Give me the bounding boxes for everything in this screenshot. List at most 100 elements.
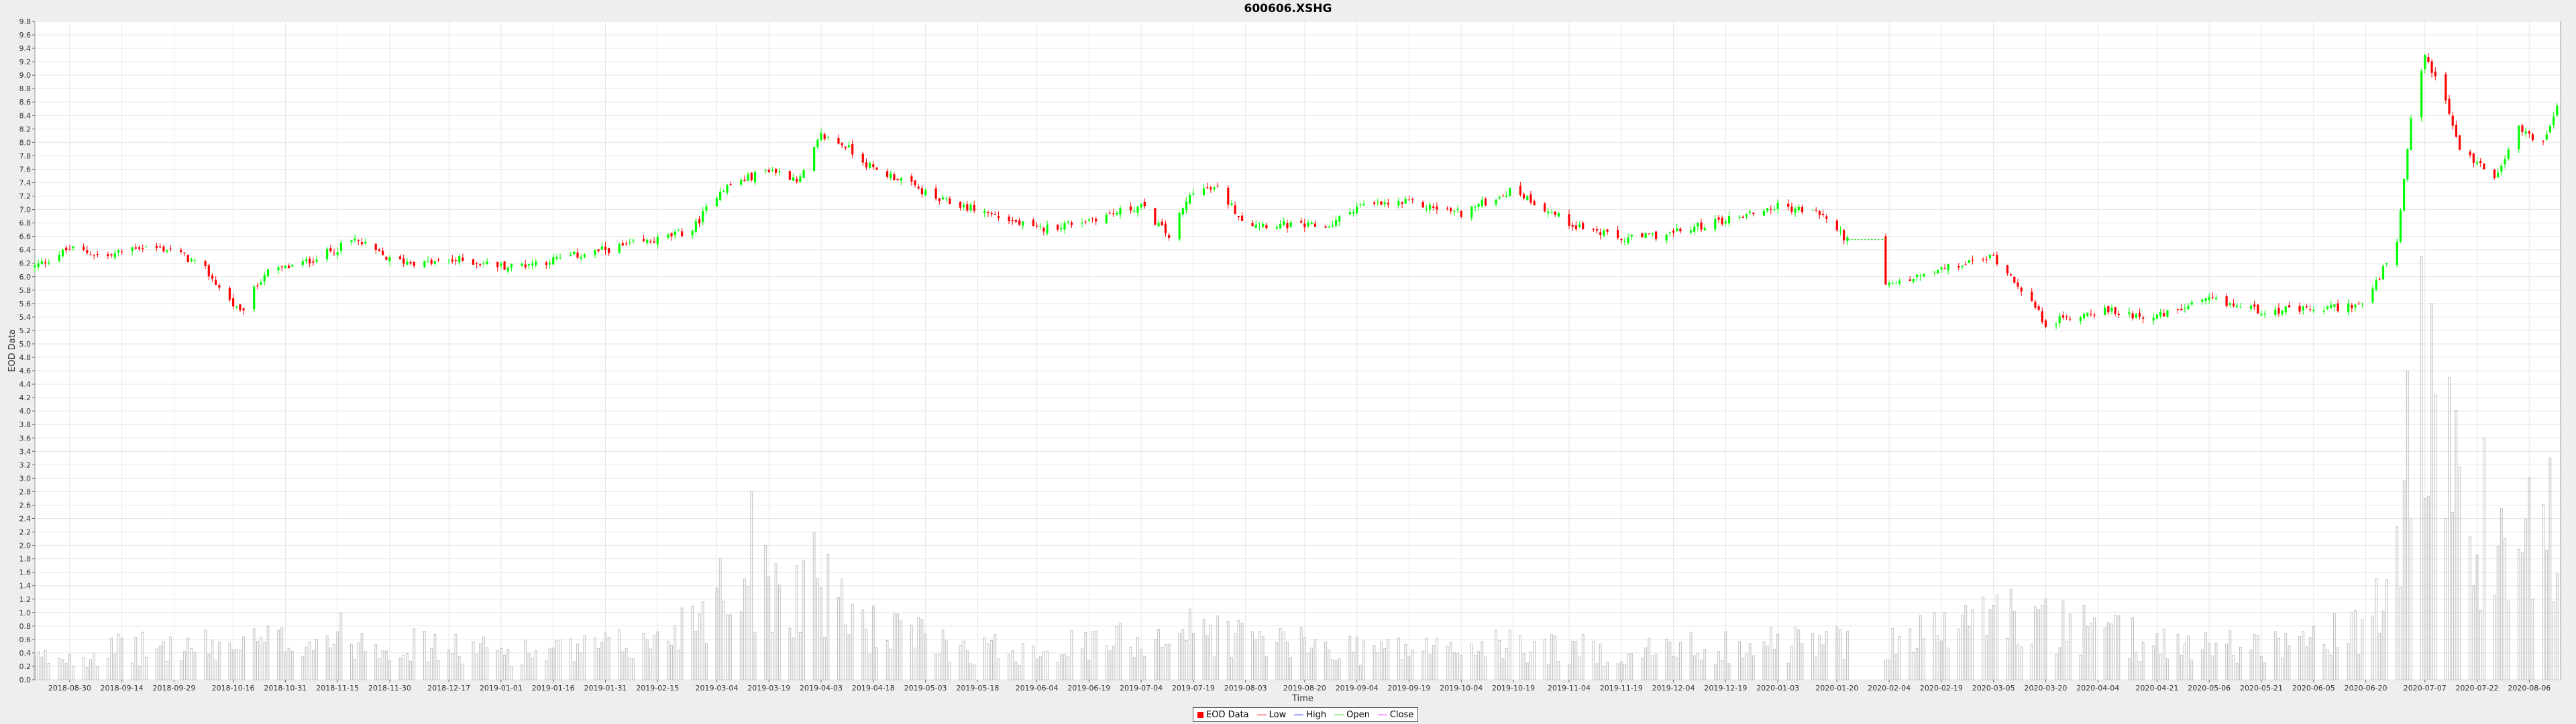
- volume-bar: [2524, 519, 2528, 680]
- candle-body: [973, 204, 975, 211]
- volume-bar: [1084, 631, 1087, 680]
- candle-body: [715, 198, 718, 207]
- volume-bar: [1021, 643, 1024, 680]
- volume-bar: [451, 653, 454, 680]
- candle-body: [510, 263, 513, 267]
- candle-body: [1937, 269, 1939, 274]
- candle-body: [506, 267, 509, 272]
- volume-bar: [409, 660, 412, 680]
- volume-bar: [1132, 657, 1136, 680]
- candle-body: [890, 173, 892, 178]
- candle-body: [117, 250, 120, 253]
- candle-body: [2284, 306, 2287, 313]
- candle-body: [1446, 208, 1449, 210]
- candle-body: [239, 304, 241, 310]
- candle-body: [2086, 312, 2089, 316]
- candle-body: [1550, 211, 1553, 213]
- candle-body: [1456, 208, 1459, 210]
- volume-bar: [354, 659, 357, 680]
- candle-body: [301, 261, 304, 265]
- candle-body: [1377, 202, 1379, 203]
- candle-body: [1313, 223, 1317, 227]
- legend-label-high: High: [1306, 709, 1327, 720]
- volume-bar: [1689, 631, 1693, 680]
- candle-body: [458, 256, 461, 263]
- candle-body: [1749, 211, 1752, 213]
- y-tick-label: 8.2: [19, 125, 32, 133]
- volume-bar: [534, 650, 537, 680]
- volume-bar: [1254, 639, 1258, 680]
- volume-bar: [1046, 650, 1049, 680]
- candle-body: [2131, 313, 2134, 318]
- candle-body: [1359, 204, 1362, 206]
- candle-body: [381, 250, 384, 255]
- x-tick-label: 2020-03-05: [1972, 684, 2015, 692]
- volume-bar: [917, 617, 920, 680]
- volume-bar: [795, 565, 798, 680]
- volume-bar: [2302, 631, 2305, 680]
- x-tick-label: 2020-08-06: [2508, 684, 2551, 692]
- volume-bar: [965, 650, 969, 680]
- candle-body: [291, 265, 294, 267]
- volume-bar: [339, 613, 343, 680]
- candle-body: [1185, 201, 1188, 210]
- candle-body: [1356, 206, 1358, 214]
- volume-bar: [1352, 652, 1355, 680]
- candle-body: [1968, 260, 1970, 263]
- candle-body: [1943, 268, 1946, 269]
- candle-body: [190, 259, 193, 261]
- candle-body: [1453, 210, 1456, 212]
- y-tick-label: 3.2: [19, 461, 32, 469]
- candle-body: [2176, 308, 2180, 310]
- candle-body: [37, 263, 40, 267]
- candle-body: [2232, 303, 2235, 306]
- candle-body: [674, 231, 676, 236]
- volume-bar: [2176, 634, 2180, 680]
- volume-bar: [85, 667, 89, 680]
- volume-bar: [1275, 642, 1279, 680]
- volume-bar: [2225, 644, 2229, 680]
- volume-bar: [37, 651, 40, 680]
- candle-body: [2079, 317, 2082, 321]
- volume-bar: [2086, 626, 2089, 680]
- volume-bar: [1358, 665, 1362, 680]
- candle-body: [841, 143, 843, 145]
- candle-body: [2322, 310, 2325, 312]
- volume-bar: [670, 644, 673, 680]
- volume-bar: [1011, 650, 1014, 680]
- volume-bar: [1307, 653, 1309, 680]
- candle-body: [1644, 233, 1647, 238]
- volume-bar: [1164, 644, 1167, 680]
- volume-bar: [1112, 646, 1115, 680]
- volume-bar: [2159, 654, 2162, 680]
- candle-body: [2104, 307, 2106, 315]
- volume-bar: [2211, 656, 2214, 680]
- volume-bar: [1481, 641, 1484, 680]
- volume-bar: [478, 643, 482, 680]
- candle-body: [2117, 314, 2120, 315]
- volume-bar: [1401, 659, 1403, 680]
- candle-body: [2330, 305, 2332, 308]
- candle-body: [1275, 227, 1278, 229]
- volume-bar: [1240, 622, 1244, 680]
- candle-body: [1143, 202, 1146, 206]
- y-tick-label: 0.8: [19, 622, 32, 631]
- volume-bar: [1752, 655, 1755, 680]
- x-tick-label: 2019-12-19: [1704, 684, 1747, 692]
- volume-bar: [1519, 635, 1522, 680]
- candle-body: [406, 261, 409, 265]
- candle-body: [1070, 222, 1073, 225]
- volume-bar: [263, 642, 266, 680]
- volume-bar: [1971, 609, 1974, 680]
- volume-bar: [1592, 640, 1595, 680]
- volume-bar: [1387, 639, 1390, 680]
- candle-body: [1210, 187, 1212, 190]
- volume-bar: [1070, 630, 1073, 680]
- volume-bar: [2058, 647, 2061, 680]
- candle-body: [2445, 74, 2447, 101]
- candle-body: [847, 145, 851, 147]
- candle-body: [2190, 302, 2193, 305]
- volume-bar: [1432, 644, 1435, 680]
- x-tick-label: 2019-04-03: [800, 684, 843, 692]
- candle-body: [1727, 215, 1731, 224]
